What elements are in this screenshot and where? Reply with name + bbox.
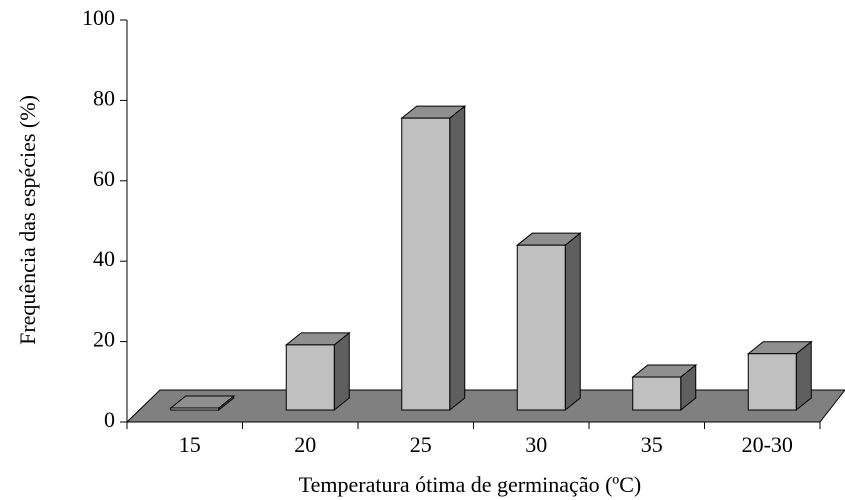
x-tick-label: 20 (294, 432, 316, 457)
bar (170, 407, 220, 411)
floor (125, 389, 845, 423)
x-tick-label: 35 (641, 432, 663, 457)
y-axis-title: Frequência das espécies (%) (15, 95, 40, 345)
bar-side (564, 232, 581, 412)
y-tick-label: 80 (93, 85, 115, 110)
y-tick-label: 0 (104, 407, 115, 432)
x-tick-label: 30 (525, 432, 547, 457)
bar (516, 244, 566, 411)
x-axis-title: Temperatura ótima de germinação (ºC) (299, 472, 641, 497)
bar (401, 117, 451, 411)
x-tick-label: 25 (410, 432, 432, 457)
y-tick-label: 100 (82, 5, 115, 30)
bar (747, 353, 797, 411)
y-tick-label: 40 (93, 246, 115, 271)
x-tick-label: 20-30 (742, 432, 793, 457)
bar (632, 376, 682, 411)
y-tick-label: 20 (93, 327, 115, 352)
bar-side (333, 331, 350, 412)
x-tick-label: 15 (179, 432, 201, 457)
bar-side (449, 105, 466, 412)
y-tick-label: 60 (93, 166, 115, 191)
bar (285, 344, 335, 411)
